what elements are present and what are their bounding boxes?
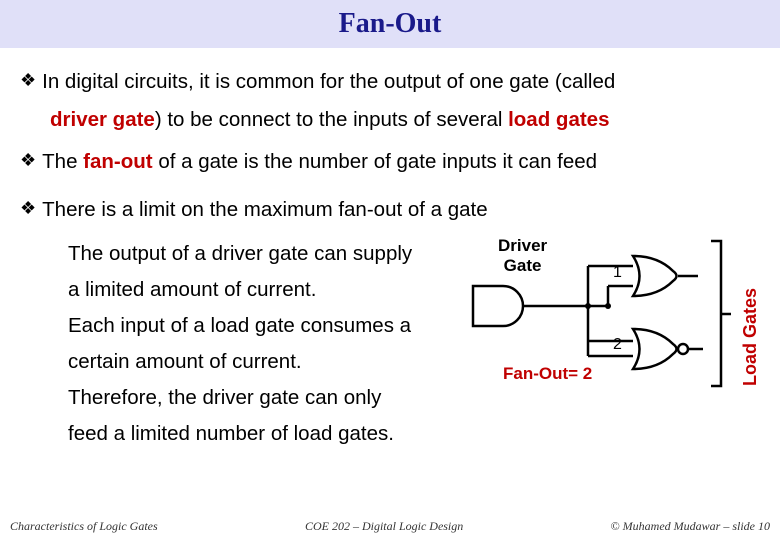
bullet-1: ❖ In digital circuits, it is common for … (20, 66, 760, 98)
bullet-icon: ❖ (20, 194, 36, 222)
fanout-diagram: Driver Gate (448, 236, 760, 416)
title-bar: Fan-Out (0, 0, 780, 48)
line-2: a limited amount of current. (68, 272, 438, 308)
bullet-3-text: There is a limit on the maximum fan-out … (42, 194, 488, 226)
explanation-text: The output of a driver gate can supply a… (68, 236, 438, 452)
bullet-1-text: In digital circuits, it is common for th… (42, 66, 615, 98)
load-or-gate-1-icon (628, 251, 708, 301)
footer: Characteristics of Logic Gates COE 202 –… (0, 519, 780, 534)
line-5: Therefore, the driver gate can only (68, 380, 438, 416)
slide-title: Fan-Out (339, 8, 442, 40)
b2-pre: The (42, 150, 83, 173)
footer-center: COE 202 – Digital Logic Design (305, 519, 463, 534)
bullet-1-cont: driver gate) to be connect to the inputs… (50, 104, 760, 136)
b2-post: of a gate is the number of gate inputs i… (153, 150, 597, 173)
gate-num-1: 1 (613, 264, 622, 282)
load-nor-gate-2-icon (628, 324, 713, 374)
bullet-icon: ❖ (20, 146, 36, 174)
line-6: feed a limited number of load gates. (68, 416, 438, 452)
fan-out-term: fan-out (83, 150, 152, 173)
bullet-3: ❖ There is a limit on the maximum fan-ou… (20, 194, 760, 226)
bullet-1-mid: ) to be connect to the inputs of several (155, 108, 508, 131)
footer-right: © Muhamed Mudawar – slide 10 (611, 519, 770, 534)
line-3: Each input of a load gate consumes a (68, 308, 438, 344)
load-gates-term: load gates (508, 108, 609, 131)
fanout-value-label: Fan-Out= 2 (503, 364, 592, 384)
bullet-2-text: The fan-out of a gate is the number of g… (42, 146, 597, 178)
bracket-icon (706, 236, 736, 396)
line-1: The output of a driver gate can supply (68, 236, 438, 272)
content-area: ❖ In digital circuits, it is common for … (0, 48, 780, 452)
gate-num-2: 2 (613, 336, 622, 354)
bullet-2: ❖ The fan-out of a gate is the number of… (20, 146, 760, 178)
driver-and-gate-icon (468, 281, 548, 331)
bullet-icon: ❖ (20, 66, 36, 94)
footer-left: Characteristics of Logic Gates (10, 519, 158, 534)
lower-section: The output of a driver gate can supply a… (20, 236, 760, 452)
driver-gate-term: driver gate (50, 108, 155, 131)
load-gates-label: Load Gates (740, 256, 761, 386)
line-4: certain amount of current. (68, 344, 438, 380)
